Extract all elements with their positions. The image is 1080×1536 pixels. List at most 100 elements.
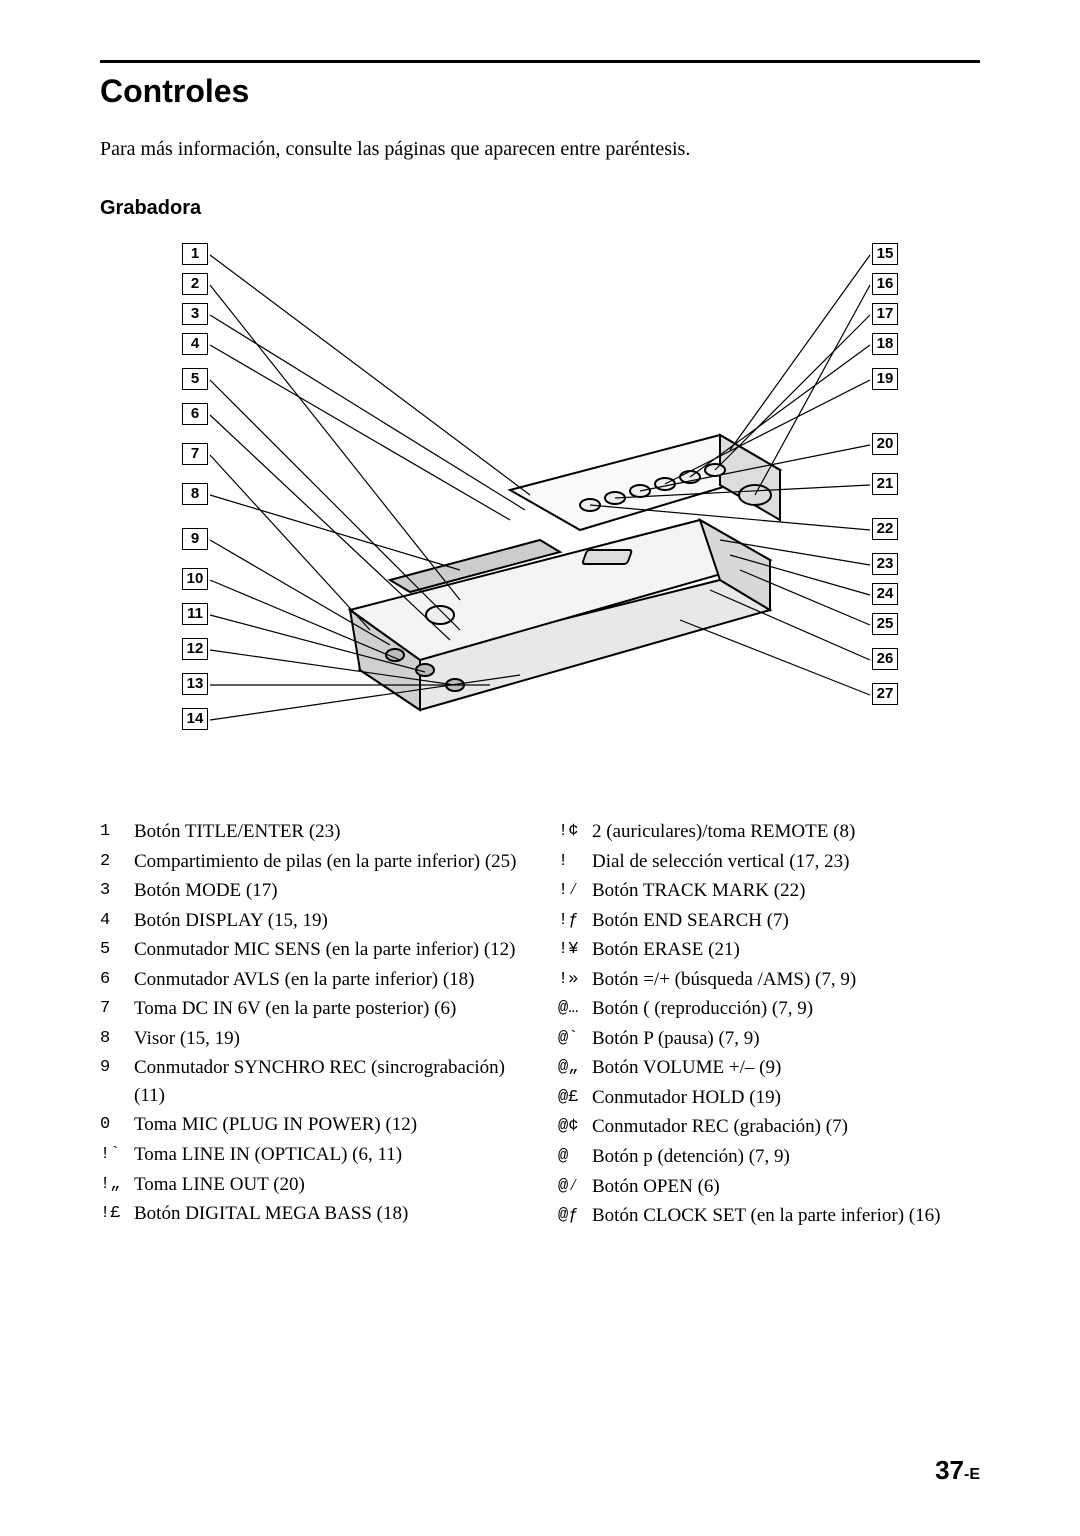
intro-text: Para más información, consulte las págin… xyxy=(100,138,980,161)
legend-ref: @ xyxy=(558,1143,592,1171)
legend-ref: @¢ xyxy=(558,1113,592,1141)
callout-17: 17 xyxy=(872,303,898,325)
legend-item: @Botón p (detención) (7, 9) xyxy=(558,1143,980,1171)
callout-9: 9 xyxy=(182,528,208,550)
legend-ref: !£ xyxy=(100,1200,134,1228)
legend-desc: Botón CLOCK SET (en la parte inferior) (… xyxy=(592,1202,980,1230)
legend-ref: !» xyxy=(558,966,592,994)
legend-item: !ƒBotón END SEARCH (7) xyxy=(558,907,980,935)
legend-desc: Botón TRACK MARK (22) xyxy=(592,877,980,905)
legend-item: @„Botón VOLUME +/– (9) xyxy=(558,1054,980,1082)
legend-desc: Botón p (detención) (7, 9) xyxy=(592,1143,980,1171)
diagram-container: 1234567891011121314151617181920212223242… xyxy=(100,240,980,770)
callout-25: 25 xyxy=(872,613,898,635)
legend-desc: Toma MIC (PLUG IN POWER) (12) xyxy=(134,1111,522,1139)
recorder-svg xyxy=(160,240,920,770)
callout-24: 24 xyxy=(872,583,898,605)
legend-item: !⁄Botón TRACK MARK (22) xyxy=(558,877,980,905)
page-title: Controles xyxy=(100,73,980,110)
legend-item: 5Conmutador MIC SENS (en la parte inferi… xyxy=(100,936,522,964)
callout-23: 23 xyxy=(872,553,898,575)
legend-ref: 6 xyxy=(100,966,134,994)
callout-10: 10 xyxy=(182,568,208,590)
legend-item: @¢Conmutador REC (grabación) (7) xyxy=(558,1113,980,1141)
callout-18: 18 xyxy=(872,333,898,355)
callout-20: 20 xyxy=(872,433,898,455)
legend-ref: @„ xyxy=(558,1054,592,1082)
legend-desc: Compartimiento de pilas (en la parte inf… xyxy=(134,848,522,876)
legend-left: 1Botón TITLE/ENTER (23)2Compartimiento d… xyxy=(100,818,522,1232)
legend-item: !¥Botón ERASE (21) xyxy=(558,936,980,964)
legend-ref: !„ xyxy=(100,1171,134,1199)
callout-21: 21 xyxy=(872,473,898,495)
legend-item: @ƒBotón CLOCK SET (en la parte inferior)… xyxy=(558,1202,980,1230)
legend-ref: 3 xyxy=(100,877,134,905)
legend-ref: @… xyxy=(558,995,592,1023)
callout-2: 2 xyxy=(182,273,208,295)
recorder-diagram: 1234567891011121314151617181920212223242… xyxy=(160,240,920,770)
legend-ref: !⁄ xyxy=(558,877,592,905)
page-number-suffix: -E xyxy=(964,1466,980,1483)
callout-16: 16 xyxy=(872,273,898,295)
legend-ref: !ƒ xyxy=(558,907,592,935)
legend-item: !¢2 (auriculares)/toma REMOTE (8) xyxy=(558,818,980,846)
legend-item: 6Conmutador AVLS (en la parte inferior) … xyxy=(100,966,522,994)
legend-desc: Botón TITLE/ENTER (23) xyxy=(134,818,522,846)
legend-desc: Conmutador HOLD (19) xyxy=(592,1084,980,1112)
legend-desc: Toma LINE OUT (20) xyxy=(134,1171,522,1199)
legend-ref: ! xyxy=(558,848,592,876)
callout-27: 27 xyxy=(872,683,898,705)
legend-desc: Botón VOLUME +/– (9) xyxy=(592,1054,980,1082)
legend-item: 2Compartimiento de pilas (en la parte in… xyxy=(100,848,522,876)
callout-13: 13 xyxy=(182,673,208,695)
callout-5: 5 xyxy=(182,368,208,390)
legend-item: !»Botón =/+ (búsqueda /AMS) (7, 9) xyxy=(558,966,980,994)
legend-desc: Botón P (pausa) (7, 9) xyxy=(592,1025,980,1053)
legend-desc: Toma LINE IN (OPTICAL) (6, 11) xyxy=(134,1141,522,1169)
legend-item: 4Botón DISPLAY (15, 19) xyxy=(100,907,522,935)
legend-desc: Botón OPEN (6) xyxy=(592,1173,980,1201)
legend-desc: Conmutador MIC SENS (en la parte inferio… xyxy=(134,936,522,964)
legend-item: !Dial de selección vertical (17, 23) xyxy=(558,848,980,876)
legend-desc: 2 (auriculares)/toma REMOTE (8) xyxy=(592,818,980,846)
callout-7: 7 xyxy=(182,443,208,465)
callout-1: 1 xyxy=(182,243,208,265)
page-number: 37-E xyxy=(935,1455,980,1486)
legend-item: 8Visor (15, 19) xyxy=(100,1025,522,1053)
callout-22: 22 xyxy=(872,518,898,540)
legend-right: !¢2 (auriculares)/toma REMOTE (8)!Dial d… xyxy=(558,818,980,1232)
callout-14: 14 xyxy=(182,708,208,730)
legend-ref: !¥ xyxy=(558,936,592,964)
legend-ref: 9 xyxy=(100,1054,134,1109)
subtitle: Grabadora xyxy=(100,197,980,220)
legend-desc: Conmutador REC (grabación) (7) xyxy=(592,1113,980,1141)
legend-item: 0Toma MIC (PLUG IN POWER) (12) xyxy=(100,1111,522,1139)
legend-desc: Dial de selección vertical (17, 23) xyxy=(592,848,980,876)
top-rule xyxy=(100,60,980,63)
legend-ref: 8 xyxy=(100,1025,134,1053)
callout-6: 6 xyxy=(182,403,208,425)
legend-ref: @£ xyxy=(558,1084,592,1112)
callout-12: 12 xyxy=(182,638,208,660)
legend-desc: Botón END SEARCH (7) xyxy=(592,907,980,935)
legend-ref: 1 xyxy=(100,818,134,846)
legend-item: @⁄Botón OPEN (6) xyxy=(558,1173,980,1201)
legend-item: !£Botón DIGITAL MEGA BASS (18) xyxy=(100,1200,522,1228)
legend-item: 9Conmutador SYNCHRO REC (sincrograbación… xyxy=(100,1054,522,1109)
legend-item: 7Toma DC IN 6V (en la parte posterior) (… xyxy=(100,995,522,1023)
legend-item: 1Botón TITLE/ENTER (23) xyxy=(100,818,522,846)
legend-desc: Botón DIGITAL MEGA BASS (18) xyxy=(134,1200,522,1228)
legend-desc: Conmutador SYNCHRO REC (sincrograbación)… xyxy=(134,1054,522,1109)
legend-ref: 0 xyxy=(100,1111,134,1139)
callout-8: 8 xyxy=(182,483,208,505)
callout-15: 15 xyxy=(872,243,898,265)
legend-ref: @` xyxy=(558,1025,592,1053)
callout-3: 3 xyxy=(182,303,208,325)
legend-ref: !` xyxy=(100,1141,134,1169)
legend-desc: Botón MODE (17) xyxy=(134,877,522,905)
legend-desc: Botón =/+ (búsqueda /AMS) (7, 9) xyxy=(592,966,980,994)
legend-item: @…Botón ( (reproducción) (7, 9) xyxy=(558,995,980,1023)
legend-item: @`Botón P (pausa) (7, 9) xyxy=(558,1025,980,1053)
legend-item: 3Botón MODE (17) xyxy=(100,877,522,905)
legend-ref: 2 xyxy=(100,848,134,876)
